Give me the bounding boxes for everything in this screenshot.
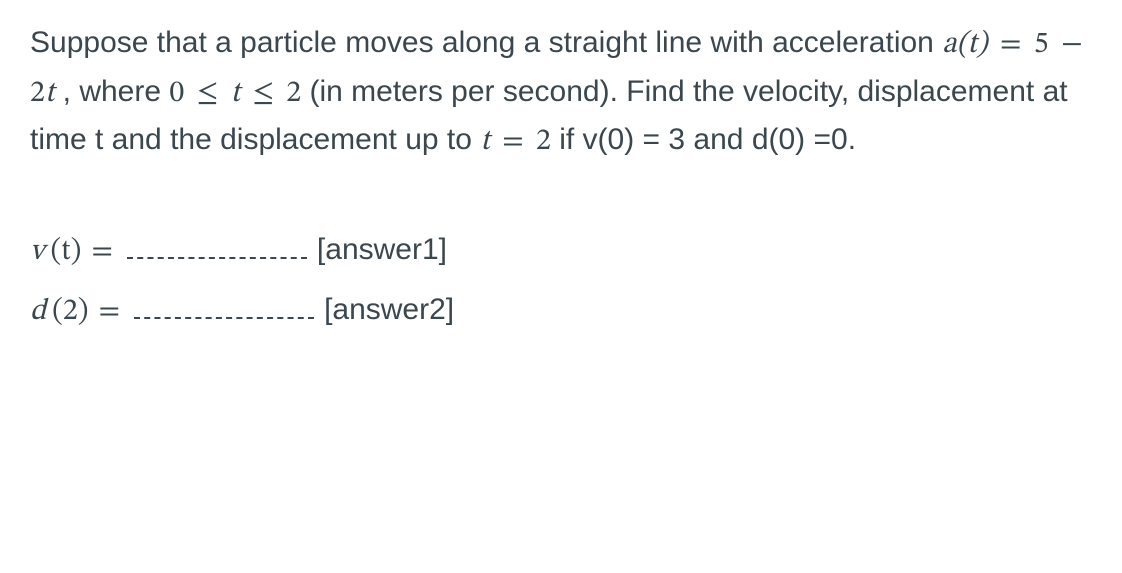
range-zero: 0: [169, 79, 184, 109]
equals-d: =: [94, 284, 124, 341]
two-t: 2t: [30, 79, 54, 109]
problem-intro-text: Suppose that a particle moves along a st…: [30, 26, 942, 59]
d-symbol: d: [30, 284, 46, 341]
problem-statement: Suppose that a particle moves along a st…: [30, 20, 1092, 166]
equals-2: =: [498, 127, 528, 157]
range-t: t: [231, 79, 240, 109]
accel-lhs: a(t): [942, 30, 987, 60]
two-value: 2: [536, 127, 551, 157]
comma-where: , where: [63, 75, 170, 108]
answer-line-2: d(2) = [answer2]: [30, 281, 1092, 341]
v-arg: (t): [50, 224, 81, 281]
le-2: ≤: [248, 79, 278, 109]
five: 5: [1034, 30, 1049, 60]
page: Suppose that a particle moves along a st…: [0, 0, 1122, 573]
answer2-blank[interactable]: [134, 284, 314, 319]
answer2-tag: [answer2]: [324, 281, 454, 338]
d-arg: (2): [52, 284, 88, 341]
answer1-tag: [answer1]: [317, 221, 447, 278]
v-symbol: v: [30, 224, 44, 281]
equals-v: =: [87, 224, 117, 281]
answer-line-1: v(t) = [answer1]: [30, 221, 1092, 281]
answers-block: v(t) = [answer1] d(2) = [answer2]: [30, 221, 1092, 341]
answer1-blank[interactable]: [127, 224, 307, 259]
minus: −: [1057, 30, 1087, 60]
equals-1: =: [996, 30, 1026, 60]
t-var: t: [480, 127, 489, 157]
initial-conditions: if v(0) = 3 and d(0) =0.: [559, 123, 856, 156]
range-two: 2: [286, 79, 301, 109]
le-1: ≤: [193, 79, 223, 109]
